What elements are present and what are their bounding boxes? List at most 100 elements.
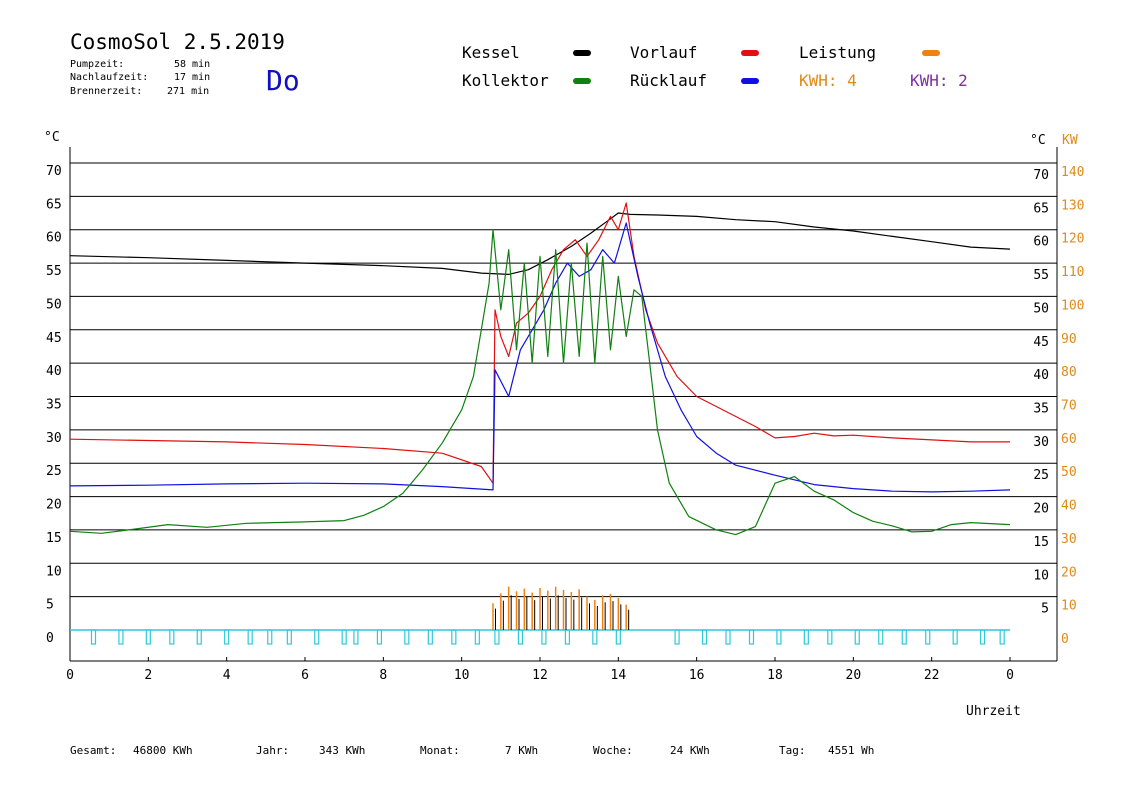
- y-tick-kw-label: 80: [1061, 365, 1077, 380]
- footer-value: 24 KWh: [670, 744, 710, 757]
- y-tick-kw-label: 90: [1061, 332, 1077, 347]
- pump-marker: [592, 629, 598, 645]
- y-tick-kw-label: 30: [1061, 532, 1077, 547]
- x-tick-label: 12: [532, 668, 548, 683]
- y-tick-right-label: 50: [1033, 301, 1049, 316]
- y-tick-kw-label: 70: [1061, 399, 1077, 414]
- legend-kollektor: Kollektor: [462, 71, 549, 90]
- y-tick-left-label: 45: [46, 331, 62, 346]
- x-tick-label: 20: [846, 668, 862, 683]
- stat-nachlaufzeit: Nachlaufzeit: 17 min: [70, 72, 210, 83]
- y-tick-left-label: 50: [46, 297, 62, 312]
- pump-marker: [314, 629, 320, 645]
- y-tick-left-label: 15: [46, 531, 62, 546]
- pump-marker: [748, 629, 755, 645]
- pump-marker: [224, 629, 230, 645]
- x-tick-label: 14: [611, 668, 627, 683]
- stat-brennerzeit: Brennerzeit: 271 min: [70, 86, 209, 97]
- y-axis-left-unit: °C: [44, 130, 60, 145]
- y-tick-right-label: 60: [1033, 235, 1049, 250]
- y-tick-right-label: 40: [1033, 368, 1049, 383]
- y-tick-right-label: 30: [1033, 435, 1049, 450]
- x-axis-title: Uhrzeit: [966, 704, 1021, 719]
- x-tick-label: 16: [689, 668, 705, 683]
- y-tick-kw-label: 130: [1061, 198, 1084, 213]
- legend-leistung: Leistung: [799, 43, 877, 62]
- legend-swatch-ruecklauf: [741, 78, 759, 84]
- pump-marker: [90, 629, 97, 645]
- pump-marker: [674, 629, 680, 645]
- footer-label: Woche:: [593, 744, 633, 757]
- kwh-burner: KWH: 2: [910, 71, 968, 90]
- y-tick-left-label: 70: [46, 164, 62, 179]
- footer-label: Monat:: [420, 744, 460, 757]
- y-tick-kw-label: 140: [1061, 165, 1084, 180]
- legend-swatch-leistung: [922, 50, 940, 56]
- pump-marker: [854, 629, 860, 645]
- stat-pumpzeit: Pumpzeit: 58 min: [70, 59, 210, 70]
- y-tick-kw-label: 50: [1061, 465, 1077, 480]
- footer-value: 46800 KWh: [133, 744, 193, 757]
- stat-value: 58 min: [174, 59, 211, 70]
- pump-marker: [247, 629, 253, 645]
- y-tick-right-label: 25: [1033, 468, 1049, 483]
- pump-marker: [196, 629, 202, 645]
- y-tick-kw-label: 110: [1061, 265, 1084, 280]
- pump-marker: [615, 629, 621, 645]
- stat-label: Nachlaufzeit:: [70, 72, 149, 83]
- footer-value: 4551 Wh: [828, 744, 875, 757]
- footer-jahr: Jahr: 343 KWh: [256, 744, 365, 757]
- y-tick-right-label: 35: [1033, 402, 1049, 417]
- y-axis-kw-unit: KW: [1062, 133, 1078, 148]
- kwh-solar: KWH: 4: [799, 71, 857, 90]
- x-tick-label: 2: [144, 668, 152, 683]
- pump-marker: [376, 629, 383, 645]
- stat-value: 271 min: [167, 86, 210, 97]
- y-tick-left-label: 5: [46, 598, 54, 613]
- y-tick-left-label: 20: [46, 498, 62, 513]
- footer-value: 7 KWh: [505, 744, 539, 757]
- pump-marker: [286, 629, 292, 645]
- pump-marker: [451, 629, 457, 645]
- y-axis-right-unit: °C: [1030, 133, 1046, 148]
- pump-marker: [494, 629, 500, 645]
- footer-tag: Tag: 4551 Wh: [779, 744, 874, 757]
- y-tick-left-label: 10: [46, 564, 62, 579]
- y-tick-kw-label: 120: [1061, 232, 1084, 247]
- pump-marker: [267, 629, 273, 645]
- y-tick-kw-label: 10: [1061, 599, 1077, 614]
- pump-marker: [564, 629, 571, 645]
- footer-value: 343 KWh: [319, 744, 366, 757]
- y-tick-left-label: 35: [46, 398, 62, 413]
- x-tick-label: 22: [924, 668, 940, 683]
- y-tick-left-label: 30: [46, 431, 62, 446]
- pump-marker: [925, 629, 931, 645]
- legend-vorlauf: Vorlauf: [630, 43, 698, 62]
- x-tick-label: 6: [301, 668, 309, 683]
- x-tick-label: 8: [379, 668, 387, 683]
- legend-swatch-kessel: [573, 50, 591, 56]
- y-tick-kw-label: 40: [1061, 499, 1077, 514]
- legend-ruecklauf: Rücklauf: [630, 71, 708, 90]
- y-tick-right-label: 70: [1033, 168, 1049, 183]
- pump-marker: [169, 629, 175, 645]
- x-tick-label: 18: [767, 668, 783, 683]
- pump-marker: [341, 629, 347, 645]
- y-tick-kw-label: 60: [1061, 432, 1077, 447]
- weekday-label: Do: [266, 64, 300, 97]
- x-tick-label: 4: [223, 668, 231, 683]
- pump-marker: [474, 629, 480, 645]
- series-line-kollektor: [69, 229, 1011, 536]
- y-tick-right-label: 20: [1033, 502, 1049, 517]
- pump-marker: [901, 629, 907, 645]
- x-tick-label: 0: [66, 668, 74, 683]
- y-tick-left-label: 60: [46, 231, 62, 246]
- footer-label: Jahr:: [256, 744, 290, 757]
- pump-marker: [118, 629, 124, 645]
- y-tick-left-label: 0: [46, 631, 54, 646]
- x-tick-label: 10: [454, 668, 470, 683]
- y-tick-left-label: 65: [46, 197, 62, 212]
- y-tick-right-label: 10: [1033, 568, 1049, 583]
- legend-kessel: Kessel: [462, 43, 520, 62]
